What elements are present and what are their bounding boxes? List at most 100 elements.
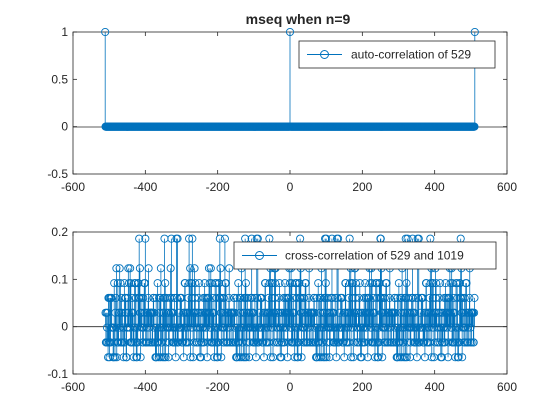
x-tick-label: -400 (133, 180, 157, 194)
stem-marker (184, 338, 193, 347)
stem-marker (322, 353, 331, 362)
stem-marker (134, 279, 143, 288)
stem-marker (167, 293, 176, 302)
y-tick-label: 0.5 (51, 72, 68, 86)
y-ticks-top: -0.5 0 0.5 1 (47, 25, 507, 181)
legend-box-bottom (233, 241, 497, 270)
x-tick-label: 400 (425, 180, 445, 194)
stem-marker (173, 234, 182, 243)
stem-marker (402, 279, 411, 288)
stem-marker (126, 264, 135, 273)
stem-marker (297, 353, 306, 362)
x-tick-label: -200 (206, 180, 230, 194)
x-tick-label: 0 (287, 180, 294, 194)
subplot-autocorrelation: -0.5 0 0.5 1 -600 -400 -200 0 200 400 600 auto-co… (47, 25, 517, 194)
stem-marker (241, 279, 250, 288)
stem-marker (113, 279, 122, 288)
x-tick-label: -400 (133, 380, 157, 394)
stem-marker (470, 27, 479, 37)
stem-marker (357, 353, 366, 362)
stem-marker (215, 234, 224, 243)
stem-marker (135, 264, 144, 273)
stem-marker (277, 353, 286, 362)
stem-marker (190, 264, 199, 273)
stem-marker (436, 279, 445, 288)
stem-marker (206, 264, 215, 273)
stem-marker (460, 293, 469, 302)
y-tick-label: 0 (61, 320, 68, 334)
x-tick-label: 400 (425, 380, 445, 394)
stem-marker (217, 353, 226, 362)
stem-marker (408, 293, 418, 302)
stem-marker (161, 279, 170, 288)
chart-title: mseq when n=9 (246, 11, 351, 27)
stem-marker (196, 353, 206, 362)
legend-bottom: cross-correlation of 529 and 1019 (233, 241, 497, 270)
stem-marker (161, 353, 170, 362)
stem-marker (275, 338, 284, 347)
plot-area-bottom (101, 234, 479, 362)
x-tick-label: 0 (287, 380, 294, 394)
x-tick-label: -600 (61, 380, 85, 394)
stem-marker (141, 234, 150, 243)
stem-marker (275, 279, 284, 288)
stem-marker (186, 264, 195, 273)
stem-marker (435, 338, 444, 347)
legend-label-bottom: cross-correlation of 529 and 1019 (285, 249, 464, 263)
stem-marker (139, 293, 148, 302)
stem-marker (166, 264, 175, 273)
stem-marker (427, 353, 436, 362)
stem-marker (328, 293, 337, 302)
stem-marker (225, 264, 234, 273)
stem-marker (355, 338, 364, 347)
stem-marker (469, 338, 478, 347)
stem-marker (378, 353, 387, 362)
stem-marker (144, 264, 153, 273)
x-tick-label: 200 (352, 380, 372, 394)
stem-marker (194, 338, 203, 347)
stem-marker (101, 27, 110, 37)
stem-marker (135, 234, 144, 243)
stem-marker (470, 293, 479, 302)
stem-marker (115, 264, 124, 273)
y-ticks-bottom: -0.1 0 0.1 0.2 (47, 225, 507, 381)
y-tick-label: 0.2 (51, 225, 68, 239)
stem-marker (214, 338, 223, 347)
stem-marker (266, 353, 275, 362)
y-tick-label: -0.1 (47, 367, 68, 381)
subplot-crosscorrelation: -0.1 0 0.1 0.2 -600 -400 -200 0 200 400 600 cross… (47, 225, 517, 394)
stem-marker (119, 353, 128, 362)
stem-marker (458, 353, 467, 362)
y-tick-label: 0.1 (51, 272, 68, 286)
x-ticks-top: -600 -400 -200 0 200 400 600 (61, 32, 517, 194)
stem-marker (300, 293, 309, 302)
stem-marker (216, 264, 225, 273)
stem-marker (332, 353, 341, 362)
x-tick-label: 600 (497, 180, 517, 194)
stem-marker (195, 279, 204, 288)
x-tick-label: -200 (206, 380, 230, 394)
stem-marker (188, 234, 197, 243)
stem-marker (347, 353, 356, 362)
stem-marker (133, 338, 142, 347)
stem-marker (186, 353, 195, 362)
stem-marker (171, 353, 180, 362)
plot-area-top (101, 27, 479, 131)
y-tick-label: 1 (61, 25, 68, 39)
stem-marker (412, 353, 421, 362)
stem-marker (242, 353, 251, 362)
legend-marker-bottom (255, 251, 264, 260)
x-tick-label: 200 (352, 180, 372, 194)
stem-marker (380, 293, 389, 302)
x-tick-label: -600 (61, 180, 85, 194)
stem-marker (219, 293, 228, 302)
x-tick-label: 600 (497, 380, 517, 394)
y-tick-label: 0 (61, 120, 68, 134)
stem-marker (220, 234, 229, 243)
stem-marker (167, 234, 176, 243)
stem-marker (295, 279, 304, 288)
y-tick-label: -0.5 (47, 167, 68, 181)
stem-marker (455, 279, 465, 288)
legend-top: auto-correlation of 529 (298, 40, 496, 69)
